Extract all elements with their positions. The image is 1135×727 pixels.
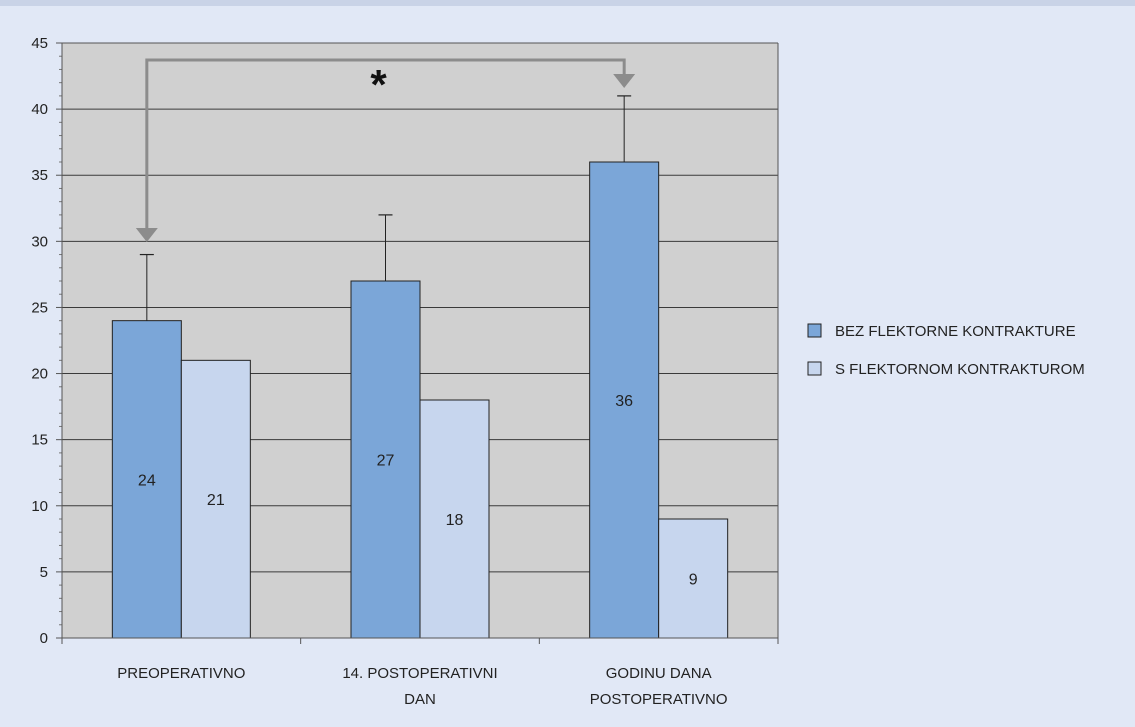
legend-swatch <box>807 361 822 376</box>
bar <box>111 320 182 639</box>
bars: 24 27 36 21 18 9 <box>111 161 729 639</box>
bar-data-label: 9 <box>689 572 698 589</box>
legend-swatch <box>807 323 822 338</box>
legend: BEZ FLEKTORNE KONTRAKTURE S FLEKTORNOM KO… <box>807 323 1085 378</box>
y-tick-label: 45 <box>31 35 48 52</box>
bar-data-label: 21 <box>207 492 225 509</box>
bar <box>419 399 490 639</box>
y-tick-label: 5 <box>40 564 48 581</box>
y-tick-label: 10 <box>31 498 48 515</box>
x-category-label: GODINU DANA <box>606 665 712 682</box>
legend-label: S FLEKTORNOM KONTRAKTUROM <box>835 361 1085 378</box>
bar-data-label: 18 <box>446 512 464 529</box>
bar-data-label: 36 <box>615 393 633 410</box>
error-bars <box>139 95 632 321</box>
x-category-label: DAN <box>404 691 436 708</box>
x-category-label: PREOPERATIVNO <box>117 665 245 682</box>
bar <box>350 280 421 639</box>
bracket-arrowhead <box>135 228 158 242</box>
bar-data-label: 27 <box>377 453 395 470</box>
x-category-label: POSTOPERATIVNO <box>590 691 728 708</box>
bar <box>180 359 251 639</box>
bar-data-label: 24 <box>138 472 156 489</box>
significance-asterisk: * <box>370 61 387 108</box>
x-category-label: 14. POSTOPERATIVNI <box>342 665 497 682</box>
y-tick-label: 35 <box>31 167 48 184</box>
y-tick-label: 0 <box>40 630 48 647</box>
y-tick-label: 30 <box>31 233 48 250</box>
significance-annotation: * <box>135 58 636 242</box>
y-tick-label: 25 <box>31 299 48 316</box>
bar <box>658 518 729 639</box>
y-tick-label: 20 <box>31 366 48 383</box>
legend-label: BEZ FLEKTORNE KONTRAKTURE <box>835 323 1076 340</box>
bracket-line <box>145 58 626 228</box>
y-tick-label: 15 <box>31 432 48 449</box>
bracket-arrowhead <box>613 74 636 88</box>
axes: 0 5 10 15 20 25 30 35 40 45 PREOPERATIVNO 14. POSTO… <box>31 35 779 708</box>
bar <box>589 161 660 639</box>
y-tick-label: 40 <box>31 101 48 118</box>
